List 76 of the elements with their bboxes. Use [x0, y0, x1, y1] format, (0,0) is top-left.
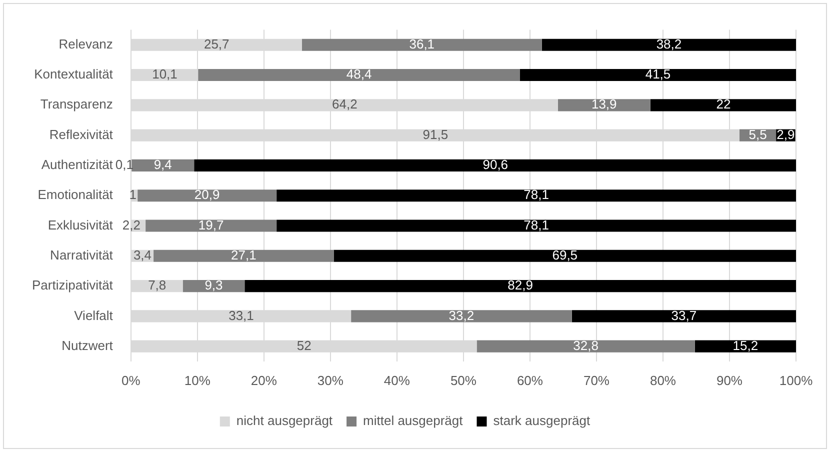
y-tick-label: Vielfalt: [74, 308, 114, 323]
bar: [520, 68, 796, 82]
data-label: 25,7: [204, 36, 230, 52]
bar: [542, 38, 796, 51]
bar: [132, 159, 194, 172]
x-tick-label: 20%: [250, 372, 278, 388]
bar: [572, 310, 796, 322]
data-label: 5,5: [748, 126, 767, 142]
x-tick-label: 50%: [450, 372, 477, 388]
data-label: 27,1: [230, 247, 256, 262]
y-tick-label: Kontextualität: [34, 66, 114, 82]
data-label: 82,9: [508, 278, 533, 293]
x-tick-label: 100%: [779, 372, 814, 388]
data-label: 9,4: [154, 157, 172, 172]
y-tick-label: Transparenz: [40, 96, 113, 112]
data-label: 3,4: [133, 247, 152, 262]
data-label: 38,2: [656, 36, 682, 52]
data-label: 1: [129, 187, 136, 202]
bar: [694, 340, 796, 352]
bar: [334, 250, 796, 262]
data-label: 2,2: [122, 217, 140, 232]
y-tick-label: Emotionalität: [38, 187, 114, 202]
data-label: 20,9: [194, 187, 220, 202]
data-label: 33,7: [671, 308, 697, 323]
legend-label: nicht ausgeprägt: [236, 413, 333, 428]
bar: [476, 340, 695, 352]
bar: [558, 99, 650, 112]
bar: [650, 99, 796, 112]
data-label: 7,8: [148, 278, 166, 293]
bar: [302, 38, 542, 51]
y-tick-label: Partizipativität: [32, 278, 114, 293]
data-label: 52: [296, 338, 312, 353]
data-label: 91,5: [422, 126, 448, 142]
data-label: 41,5: [645, 66, 671, 82]
data-label: 32,8: [573, 338, 598, 353]
data-label: 33,2: [448, 308, 474, 323]
data-label: 69,5: [552, 247, 578, 262]
y-tick-label: Relevanz: [58, 36, 113, 52]
data-label: 78,1: [524, 217, 549, 232]
y-tick-label: Nutzwert: [62, 338, 114, 353]
y-tick-label: Reflexivität: [49, 126, 114, 142]
data-label: 36,1: [409, 36, 435, 52]
bar: [276, 190, 796, 202]
bar: [146, 220, 277, 232]
x-tick-label: 70%: [583, 372, 610, 388]
x-tick-label: 30%: [317, 372, 344, 388]
y-tick-label: Narrativität: [50, 247, 114, 262]
data-label: 13,9: [591, 96, 617, 112]
data-label: 78,1: [524, 187, 549, 202]
data-label: 19,7: [198, 217, 224, 232]
bar: [154, 250, 334, 262]
x-tick-label: 40%: [384, 372, 410, 388]
y-tick-label: Authentizität: [41, 157, 114, 172]
x-tick-label: 0%: [122, 372, 141, 388]
data-label: 48,4: [346, 66, 372, 82]
y-tick-label: Exklusivität: [48, 217, 114, 232]
data-label: 64,2: [332, 96, 358, 112]
x-tick-label: 10%: [184, 372, 211, 388]
x-tick-label: 60%: [516, 372, 544, 388]
data-label: 15,2: [732, 338, 758, 353]
data-label: 33,1: [228, 308, 254, 323]
bar: [194, 159, 796, 172]
bar: [351, 310, 572, 322]
bar: [244, 280, 796, 292]
bar: [276, 220, 796, 232]
bar: [198, 68, 520, 82]
legend-label: mittel ausgeprägt: [363, 413, 464, 428]
x-tick-label: 80%: [650, 372, 676, 388]
x-tick-label: 90%: [716, 372, 743, 388]
data-label: 2,9: [776, 126, 795, 142]
legend-label: stark ausgeprägt: [493, 413, 590, 428]
bar: [138, 190, 277, 202]
data-label: 90,6: [482, 157, 508, 172]
data-label: 10,1: [152, 66, 178, 82]
data-label: 9,3: [204, 278, 223, 293]
data-label: 22: [716, 96, 731, 112]
